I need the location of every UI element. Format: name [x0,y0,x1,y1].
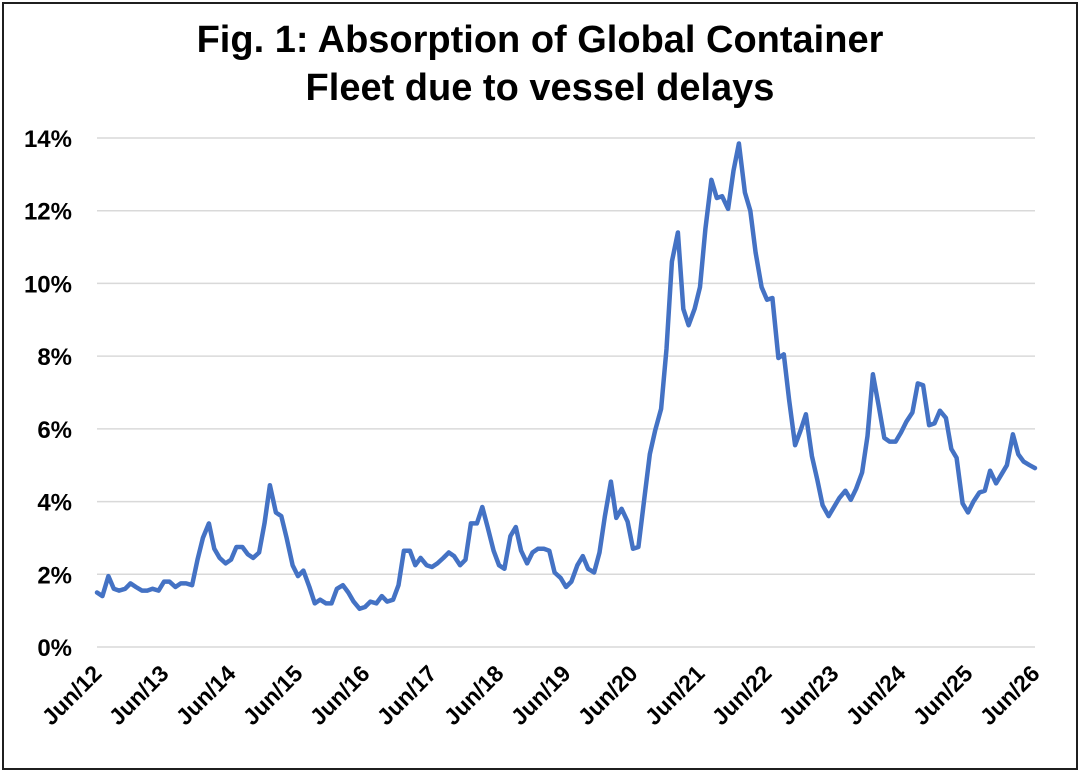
x-tick-label: Jun/15 [238,660,308,730]
gridlines [97,137,1035,648]
x-axis-tick-labels: Jun/12Jun/13Jun/14Jun/15Jun/16Jun/17Jun/… [37,660,1045,730]
y-axis-tick-labels: 0% 2% 4% 6% 8% 10% 12% 14% [24,126,72,662]
x-tick-label: Jun/26 [975,660,1045,730]
y-tick-label: 6% [37,417,72,444]
y-tick-label: 0% [37,635,72,662]
y-tick-label: 4% [37,490,72,517]
y-tick-label: 10% [24,271,72,298]
y-tick-label: 8% [37,344,72,371]
chart-title: Fig. 1: Absorption of Global Container F… [0,16,1080,112]
x-tick-label: Jun/14 [171,660,241,730]
chart-title-line-1: Fig. 1: Absorption of Global Container [196,19,884,61]
x-tick-label: Jun/20 [573,660,643,730]
x-tick-label: Jun/22 [707,660,777,730]
x-tick-label: Jun/19 [506,660,576,730]
x-tick-label: Jun/17 [372,660,442,730]
series-line-0 [94,141,1038,612]
x-tick-label: Jun/24 [841,660,911,730]
series-layer [94,141,1038,612]
x-tick-label: Jun/16 [305,660,375,730]
x-tick-label: Jun/23 [774,660,844,730]
x-tick-label: Jun/25 [908,660,978,730]
chart-title-line-2: Fleet due to vessel delays [305,67,775,109]
y-tick-label: 2% [37,562,72,589]
x-tick-label: Jun/12 [37,660,107,730]
x-tick-label: Jun/18 [439,660,509,730]
x-tick-label: Jun/13 [104,660,174,730]
y-tick-label: 14% [24,126,72,153]
y-tick-label: 12% [24,199,72,226]
x-tick-label: Jun/21 [640,660,710,730]
